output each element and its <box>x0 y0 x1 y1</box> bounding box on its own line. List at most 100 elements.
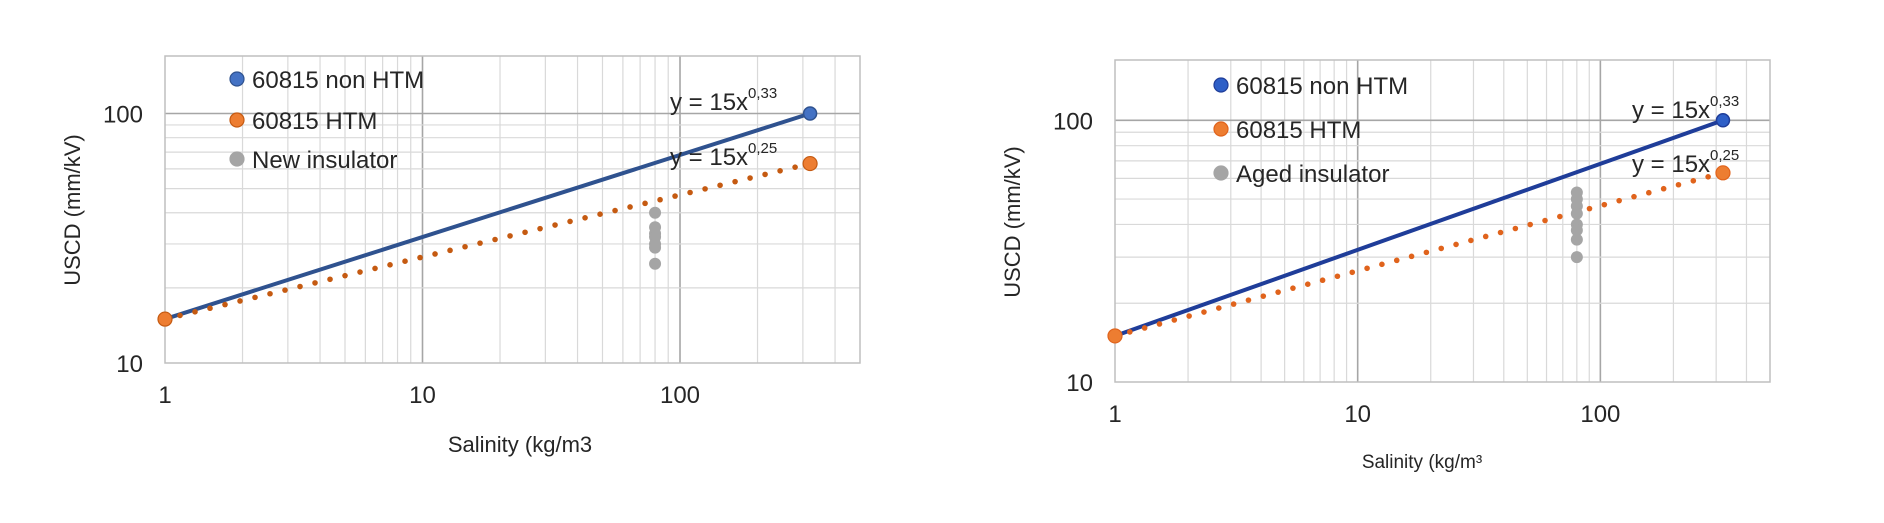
x-tick-label: 10 <box>409 382 436 409</box>
x-axis-title: Salinity (kg/m³ <box>1362 452 1482 473</box>
trend-dot-htm <box>1349 269 1356 276</box>
trend-dot-htm <box>507 233 513 239</box>
trend-line-non-htm <box>163 111 813 322</box>
trend-dot-htm <box>1527 221 1533 228</box>
tick-labels: 1 10 100 10 100 <box>1053 108 1620 428</box>
trend-dot-htm <box>1438 245 1445 252</box>
equation-non-htm-base: y = 15x <box>670 89 748 116</box>
trend-dot-htm <box>1334 273 1341 280</box>
trend-dot-htm <box>747 175 753 181</box>
legend-label-htm: 60815 HTM <box>252 108 377 135</box>
legend-marker-non-htm <box>1213 77 1229 93</box>
trend-dot-htm <box>672 193 678 199</box>
data-point-new-insulator <box>649 257 662 270</box>
legend-label-aged-insulator: Aged insulator <box>1236 161 1389 188</box>
y-tick-label: 100 <box>1053 108 1093 135</box>
trend-dot-htm <box>1660 185 1667 192</box>
trend-dot-htm <box>462 243 468 250</box>
data-point-new-insulator <box>649 241 662 254</box>
trend-dot-htm <box>582 215 588 221</box>
trend-dot-htm <box>1675 181 1682 188</box>
trend-dot-htm <box>237 298 243 304</box>
trend-dot-htm <box>1141 325 1148 331</box>
y-tick-label: 100 <box>103 101 143 128</box>
trend-dot-htm <box>732 178 738 185</box>
trend-dot-htm <box>1245 297 1252 303</box>
data-point-aged-insulator <box>1570 224 1583 237</box>
legend-label-new-insulator: New insulator <box>252 147 397 174</box>
trend-dot-htm <box>1201 309 1207 315</box>
series-htm <box>1107 165 1731 344</box>
series-aged-insulator <box>1570 186 1583 264</box>
data-point-aged-insulator <box>1570 233 1583 246</box>
trend-dot-htm <box>792 164 798 170</box>
trend-dot-htm <box>1171 317 1178 323</box>
endpoint-marker-non-htm <box>802 106 818 121</box>
trend-dot-htm <box>342 272 348 279</box>
trend-dot-htm <box>1482 233 1489 240</box>
trend-dot-htm <box>762 171 768 178</box>
trend-dot-htm <box>192 309 198 315</box>
trend-dot-htm <box>267 290 273 297</box>
trend-dot-htm <box>312 280 318 286</box>
trendline-annotations: y = 15x0,33 y = 15x0,25 <box>1632 93 1739 178</box>
plot-area <box>164 55 861 364</box>
legend: 60815 non HTM 60815 HTM Aged insulator <box>1213 73 1408 188</box>
y-axis-title: USCD (mm/kV) <box>60 134 85 286</box>
equation-htm-base: y = 15x <box>670 144 748 171</box>
legend-label-non-htm: 60815 non HTM <box>252 67 424 94</box>
trend-dot-htm <box>1260 293 1267 299</box>
trend-line-non-htm <box>1113 118 1725 338</box>
trend-dot-htm <box>702 186 708 192</box>
trend-dot-htm <box>327 276 333 283</box>
plot-border <box>1114 59 1771 383</box>
endpoint-marker-htm <box>1715 165 1731 181</box>
trend-dot-htm <box>567 218 573 225</box>
equation-htm-exponent: 0,25 <box>748 140 777 157</box>
trend-dot-htm <box>1423 249 1430 256</box>
legend-marker-new-insulator <box>229 151 245 167</box>
trend-dot-htm <box>522 229 528 236</box>
gridlines <box>1115 60 1770 382</box>
trend-dot-htm <box>1215 305 1222 311</box>
data-point-aged-insulator <box>1570 207 1583 220</box>
trend-dot-htm <box>1319 277 1326 284</box>
chart-svg-left: 1 10 100 10 100 60815 non HTM 60815 HTM New … <box>60 55 861 457</box>
x-tick-label: 1 <box>158 382 171 409</box>
trend-dot-htm <box>1186 313 1192 319</box>
x-axis-title: Salinity (kg/m3 <box>448 432 592 457</box>
trend-dot-htm <box>1364 265 1370 272</box>
trend-dot-htm <box>492 236 498 243</box>
trend-dot-htm <box>687 189 693 196</box>
trend-dot-htm <box>1156 321 1163 327</box>
trend-dot-htm <box>1408 253 1415 260</box>
series-layer <box>157 106 818 327</box>
equation-non-htm: y = 15x0,33 <box>1632 93 1739 124</box>
endpoint-marker-htm <box>157 311 173 327</box>
trend-dot-htm <box>537 225 543 232</box>
y-tick-label: 10 <box>1066 370 1093 397</box>
plot-border <box>164 55 861 364</box>
trendline-annotations: y = 15x0,33 y = 15x0,25 <box>670 85 777 171</box>
trend-dot-htm <box>447 247 453 254</box>
x-tick-label: 1 <box>1108 401 1121 428</box>
trend-dot-htm <box>1379 261 1385 268</box>
trend-dot-htm <box>1586 205 1593 212</box>
trend-dot-htm <box>282 287 288 293</box>
trend-dot-htm <box>432 251 438 257</box>
endpoint-marker-htm <box>802 155 818 172</box>
trend-dot-htm <box>642 200 648 207</box>
trend-dot-htm <box>1601 201 1608 208</box>
trend-dot-htm <box>1690 177 1697 184</box>
equation-htm: y = 15x0,25 <box>670 140 777 171</box>
trend-dot-htm <box>387 262 393 268</box>
trend-dot-htm <box>402 258 408 265</box>
trend-dot-htm <box>372 265 378 272</box>
x-tick-label: 100 <box>1580 401 1620 428</box>
series-new-insulator <box>649 206 662 270</box>
trend-dot-htm <box>1646 189 1652 196</box>
endpoint-marker-non-htm <box>1715 113 1731 128</box>
trend-dot-htm <box>657 196 663 203</box>
trend-dot-htm <box>612 207 618 214</box>
legend-marker-htm <box>1213 121 1229 137</box>
